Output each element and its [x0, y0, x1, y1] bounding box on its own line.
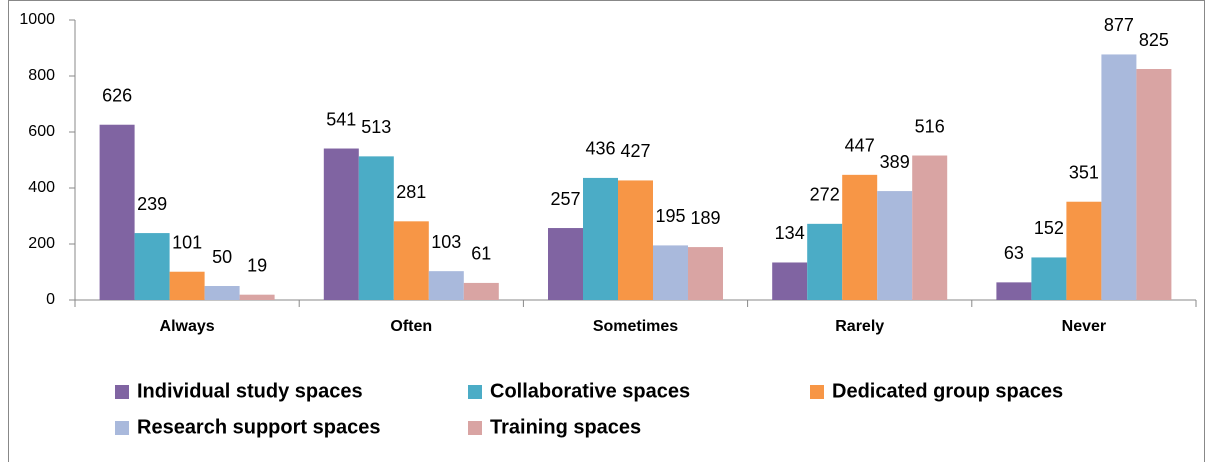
data-label: 513	[361, 117, 391, 137]
data-label: 239	[137, 194, 167, 214]
data-label: 272	[810, 185, 840, 205]
bar	[583, 177, 618, 300]
y-tick-label: 0	[46, 291, 55, 308]
bar	[239, 294, 275, 300]
x-tick-label: Often	[390, 318, 432, 335]
bar	[1136, 69, 1172, 300]
data-label: 516	[915, 116, 945, 136]
bar	[1101, 54, 1137, 300]
bar	[548, 228, 583, 300]
bar	[772, 262, 808, 300]
bar	[912, 155, 948, 300]
bar	[358, 156, 394, 300]
bar	[1066, 201, 1102, 300]
y-tick-label: 800	[28, 67, 55, 84]
data-label: 447	[845, 136, 875, 156]
legend-label: Training spaces	[490, 416, 641, 438]
bar	[204, 286, 240, 300]
y-tick-label: 200	[28, 235, 55, 252]
x-tick-label: Sometimes	[593, 318, 678, 335]
data-label: 541	[326, 109, 356, 129]
x-tick-label: Never	[1062, 318, 1106, 335]
bar	[323, 148, 359, 300]
legend-label: Dedicated group spaces	[832, 380, 1063, 402]
legend-swatch	[468, 421, 482, 435]
data-label: 257	[550, 189, 580, 209]
data-label: 103	[431, 232, 461, 252]
data-label: 825	[1139, 30, 1169, 50]
bar	[428, 271, 464, 300]
data-label: 281	[396, 182, 426, 202]
bar	[134, 233, 170, 300]
legend-swatch	[810, 385, 824, 399]
chart-border	[8, 0, 1205, 462]
legend-swatch	[468, 385, 482, 399]
y-tick-label: 400	[28, 179, 55, 196]
data-label: 427	[620, 141, 650, 161]
data-label: 436	[585, 139, 615, 159]
x-tick-label: Rarely	[835, 318, 884, 335]
legend-label: Collaborative spaces	[490, 380, 690, 402]
y-tick-label: 1000	[19, 11, 55, 28]
data-label: 877	[1104, 15, 1134, 35]
bar	[807, 223, 843, 300]
bar	[169, 271, 205, 300]
data-label: 134	[775, 223, 805, 243]
legend-swatch	[115, 385, 129, 399]
bar	[1031, 257, 1067, 300]
bar	[996, 282, 1032, 300]
data-label: 351	[1069, 162, 1099, 182]
bar	[618, 180, 653, 300]
data-label: 63	[1004, 243, 1024, 263]
x-tick-label: Always	[160, 318, 215, 335]
bar	[842, 174, 878, 300]
legend-swatch	[115, 421, 129, 435]
bar	[463, 282, 499, 300]
data-label: 152	[1034, 218, 1064, 238]
data-label: 189	[690, 208, 720, 228]
legend-label: Research support spaces	[137, 416, 380, 438]
y-tick-label: 600	[28, 123, 55, 140]
data-label: 389	[880, 152, 910, 172]
data-label: 626	[102, 85, 132, 105]
data-label: 50	[212, 247, 232, 267]
data-label: 61	[471, 244, 491, 264]
bar	[99, 124, 135, 300]
bar	[688, 247, 723, 300]
bar	[653, 245, 688, 300]
data-label: 195	[655, 206, 685, 226]
bar	[393, 221, 429, 300]
data-label: 19	[247, 255, 267, 275]
data-label: 101	[172, 232, 202, 252]
bar	[877, 191, 913, 300]
legend-label: Individual study spaces	[137, 380, 363, 402]
